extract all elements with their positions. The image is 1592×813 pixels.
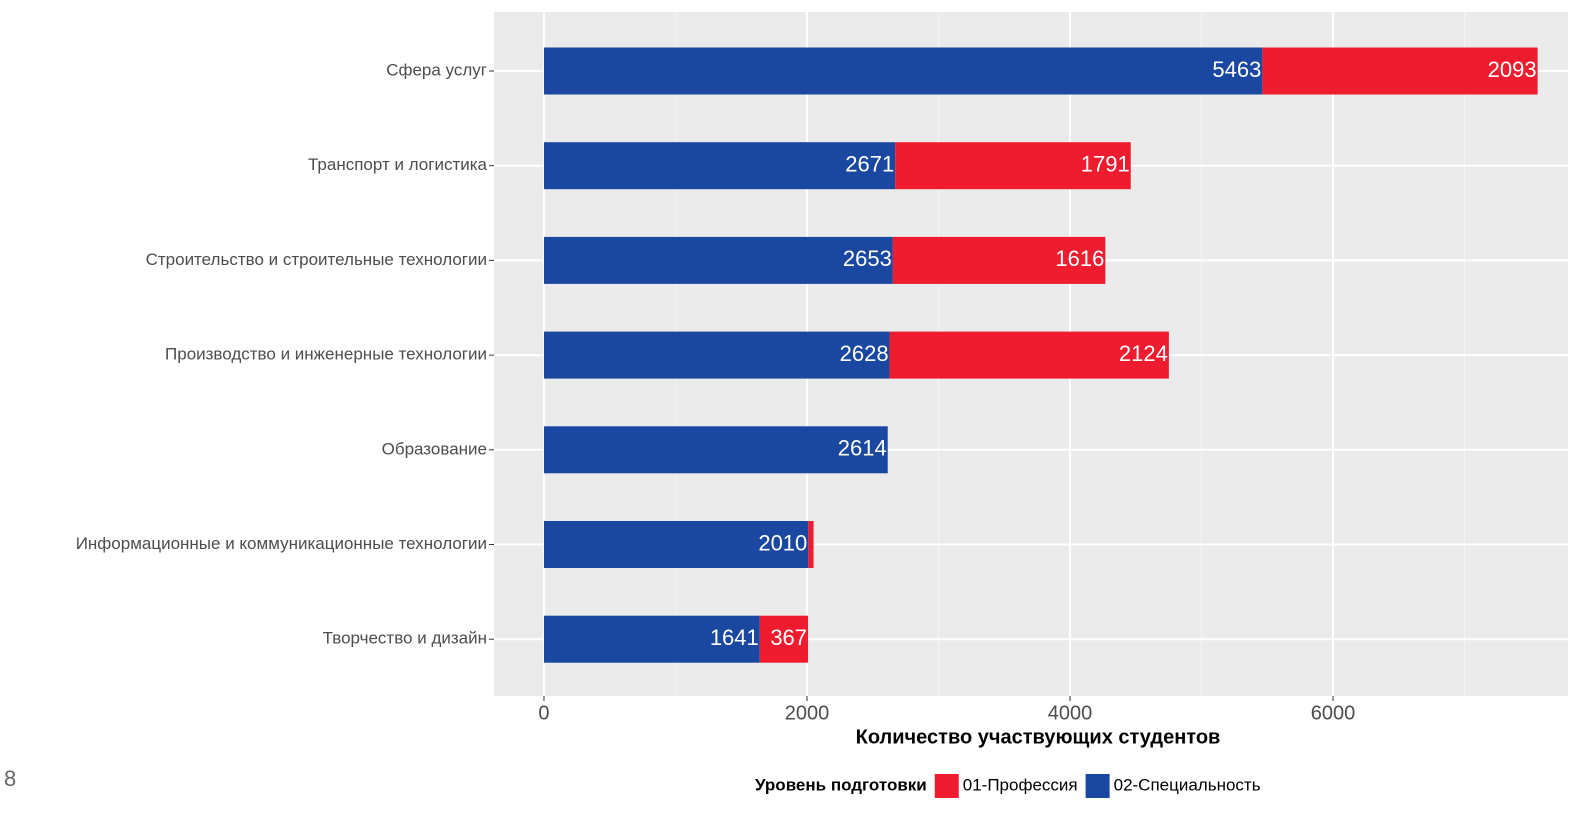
bar-label: 2614 xyxy=(838,436,887,461)
bar-label: 1641 xyxy=(710,625,759,650)
bar xyxy=(543,236,893,284)
bar-label: 2010 xyxy=(758,530,807,555)
y-tick-label: Сфера услуг xyxy=(386,60,487,79)
bar xyxy=(895,142,1131,190)
bar-label: 5463 xyxy=(1212,57,1261,82)
y-tick-label: Информационные и коммуникационные технол… xyxy=(76,534,487,553)
bar xyxy=(892,236,1106,284)
bar-label: 367 xyxy=(770,625,807,650)
x-axis-title: Количество участвующих студентов xyxy=(856,726,1221,748)
bar-label: 2124 xyxy=(1119,341,1168,366)
x-tick-label: 0 xyxy=(538,702,549,724)
y-tick-label: Транспорт и логистика xyxy=(308,155,488,174)
bar xyxy=(889,331,1169,379)
bar-label: 1616 xyxy=(1055,246,1104,271)
x-tick-label: 6000 xyxy=(1311,702,1356,724)
legend-swatch xyxy=(934,774,959,798)
y-tick-label: Производство и инженерные технологии xyxy=(165,345,487,364)
bar xyxy=(543,331,890,379)
legend-swatch xyxy=(1085,774,1110,798)
y-tick-label: Образование xyxy=(382,439,487,458)
x-tick-label: 4000 xyxy=(1048,702,1093,724)
bar xyxy=(1262,47,1538,95)
bar xyxy=(808,521,814,568)
bar-label: 1791 xyxy=(1081,152,1130,177)
y-tick-label: Строительство и строительные технологии xyxy=(146,250,487,269)
bar xyxy=(543,426,888,474)
bar-label: 2093 xyxy=(1488,57,1537,82)
bar-label: 2671 xyxy=(845,152,894,177)
bar xyxy=(543,142,896,190)
bar xyxy=(759,615,809,663)
page-number: 8 xyxy=(4,766,16,791)
legend-label: 01-Профессия xyxy=(963,775,1078,794)
y-tick-label: Творчество и дизайн xyxy=(323,629,487,648)
bar-label: 2628 xyxy=(840,341,889,366)
bar xyxy=(543,521,809,568)
x-tick-label: 2000 xyxy=(785,702,830,724)
legend-title: Уровень подготовки xyxy=(755,775,927,794)
bar xyxy=(543,615,760,663)
legend-label: 02-Специальность xyxy=(1114,775,1261,794)
bar xyxy=(543,47,1263,95)
bar-label: 2653 xyxy=(843,246,892,271)
